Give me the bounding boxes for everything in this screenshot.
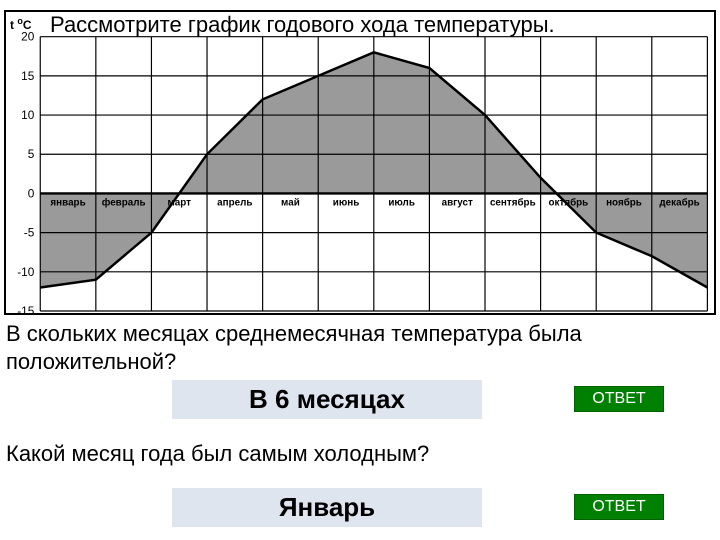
question-2: Какой месяц года был самым холодным? [6, 440, 706, 468]
svg-text:май: май [281, 197, 300, 208]
svg-text:сентябрь: сентябрь [490, 197, 536, 208]
answer-2-box: Январь [172, 488, 482, 527]
svg-text:20: 20 [21, 30, 35, 44]
svg-text:-15: -15 [17, 304, 35, 313]
answer-1-box: В 6 месяцах [172, 380, 482, 419]
svg-text:-10: -10 [17, 265, 35, 279]
svg-text:5: 5 [28, 147, 35, 161]
answer-1-button-label: ОТВЕТ [592, 390, 645, 407]
svg-text:ноябрь: ноябрь [606, 197, 642, 208]
question-1: В скольких месяцах среднемесячная темпер… [6, 320, 706, 375]
svg-text:0: 0 [28, 186, 35, 200]
svg-text:декабрь: декабрь [659, 197, 699, 208]
temperature-chart: 20 15 10 5 0 -5 -10 -15 январь февраль март апрель м… [6, 12, 714, 313]
svg-text:январь: январь [50, 197, 85, 208]
answer-1-button[interactable]: ОТВЕТ [574, 386, 664, 412]
svg-text:15: 15 [21, 69, 35, 83]
svg-text:июль: июль [388, 197, 415, 208]
svg-text:февраль: февраль [102, 197, 146, 208]
svg-text:10: 10 [21, 108, 35, 122]
chart-container: Рассмотрите график годового хода темпера… [4, 10, 716, 315]
chart-title: Рассмотрите график годового хода темпера… [50, 12, 555, 38]
answer-2-text: Январь [279, 492, 375, 522]
answer-1-text: В 6 месяцах [249, 384, 405, 414]
svg-text:-5: -5 [24, 226, 35, 240]
svg-text:август: август [442, 197, 473, 208]
answer-2-button[interactable]: ОТВЕТ [574, 494, 664, 520]
svg-text:март: март [168, 197, 192, 208]
svg-text:апрель: апрель [217, 197, 252, 208]
answer-2-button-label: ОТВЕТ [592, 498, 645, 515]
svg-text:октябрь: октябрь [549, 197, 589, 208]
svg-text:июнь: июнь [333, 197, 360, 208]
